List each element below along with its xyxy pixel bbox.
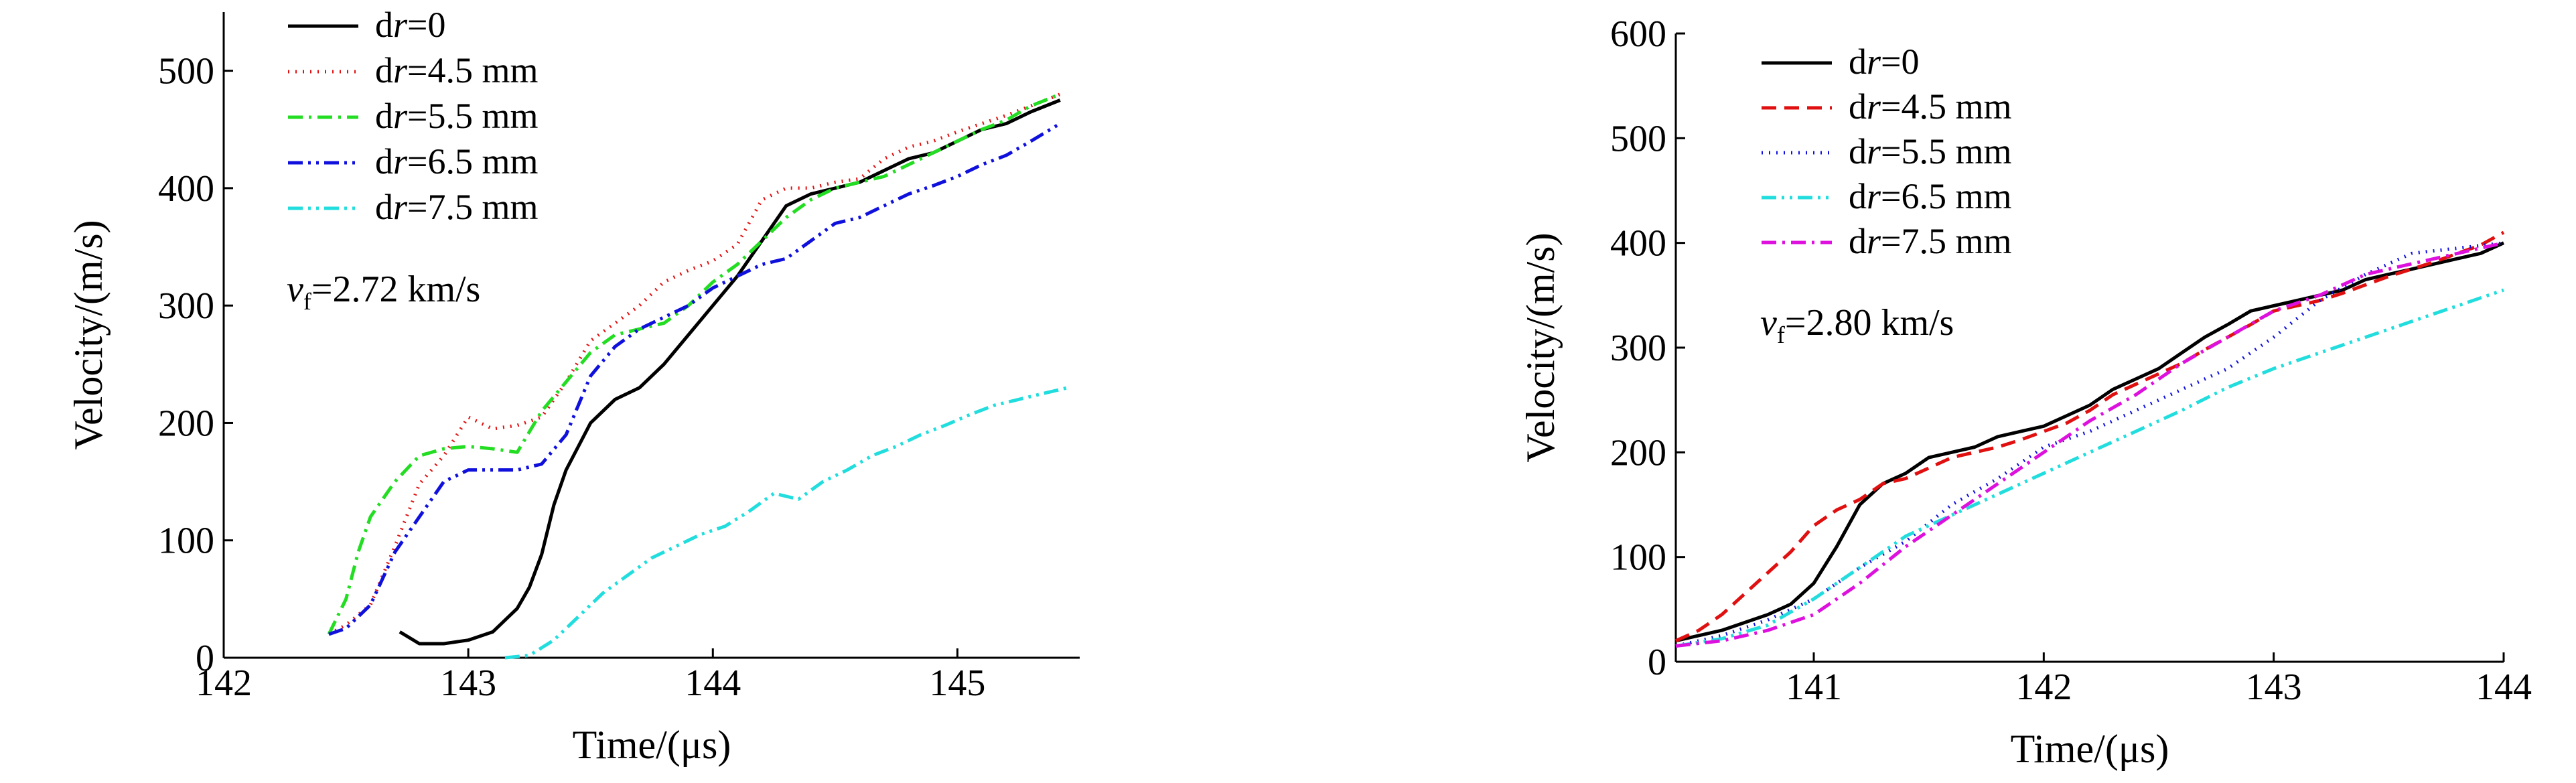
chart2-group: 0 100 200 300 400 500 600 141 142 143 144 Time/(μs)… [1518, 13, 2532, 771]
chart1-legend-label-4: dr=6.5 mm [375, 141, 538, 182]
chart2-y-tick-label: 0 [1648, 642, 1666, 683]
chart1-x-tick-label: 142 [196, 662, 252, 704]
chart1-series-5-line [504, 386, 1068, 660]
chart1-legend-label-2-var: r [393, 50, 408, 90]
chart2-legend-label-4-var: r [1867, 176, 1881, 216]
chart1-legend-label-5-rest: =7.5 mm [407, 187, 538, 227]
chart1-y-axis-title: Velocity/(m/s) [66, 220, 111, 449]
chart2-legend-label-4-rest: =6.5 mm [1881, 176, 2011, 216]
chart2-legend-label-3: dr=5.5 mm [1849, 131, 2011, 171]
chart1-legend-label-3-var: r [393, 96, 408, 136]
chart1-legend-label-2-d: d [375, 50, 393, 90]
chart2-legend-label-5-d: d [1849, 221, 1867, 261]
chart2-y-tick-label: 400 [1610, 223, 1666, 265]
chart2-y-axis-title: Velocity/(m/s) [1518, 232, 1563, 462]
chart2-y-tick-label: 600 [1610, 13, 1666, 55]
chart1-legend-label-1-d: d [375, 5, 393, 45]
chart1-series-3-line [327, 92, 1061, 635]
chart1-velocity-annotation: vf=2.72 km/s [287, 269, 480, 315]
chart1-x-tick-label: 145 [929, 662, 985, 704]
chart2-legend-label-4: dr=6.5 mm [1849, 176, 2011, 216]
chart1-annotation-subscript: f [303, 288, 311, 315]
chart2-legend-label-1-var: r [1867, 42, 1881, 82]
chart2-legend-label-2: dr=4.5 mm [1849, 86, 2011, 127]
chart1-legend-label-3: dr=5.5 mm [375, 96, 538, 136]
chart1-legend-label-1: dr=0 [375, 5, 445, 45]
chart2-legend-label-1-rest: =0 [1881, 42, 1919, 82]
chart2-legend-label-3-var: r [1867, 131, 1881, 171]
chart2-series-1-line [1675, 241, 2505, 643]
chart1-series-1-line [399, 98, 1061, 646]
chart2-legend-label-4-d: d [1849, 176, 1867, 216]
chart2-x-tick-label: 142 [2015, 666, 2072, 708]
chart2-series-4-line [1675, 288, 2504, 648]
chart2-annotation-value: =2.80 km/s [1785, 302, 1954, 344]
chart2-y-tick-label: 500 [1610, 118, 1666, 159]
chart1-y-tick-label: 400 [158, 168, 214, 210]
chart1-legend-label-4-var: r [393, 141, 408, 182]
chart2-legend-label-5-rest: =7.5 mm [1881, 221, 2011, 261]
chart2-y-tick-label: 300 [1610, 328, 1666, 369]
chart2-series-5-line [1675, 241, 2504, 648]
chart2-x-axis-title: Time/(μs) [2011, 727, 2169, 771]
chart1-legend-label-4-rest: =6.5 mm [407, 141, 538, 182]
chart1-legend-label-5-var: r [393, 187, 408, 227]
chart2-legend-label-3-d: d [1849, 131, 1867, 171]
chart2-legend-label-2-var: r [1867, 86, 1881, 127]
chart2-legend-label-3-rest: =5.5 mm [1881, 131, 2011, 171]
chart2-x-tick-label: 141 [1786, 666, 1842, 708]
chart2-velocity-annotation: vf=2.80 km/s [1760, 302, 1954, 348]
chart1-x-axis-title: Time/(μs) [573, 723, 731, 767]
chart2-series-2-line [1674, 230, 2505, 642]
chart1-annotation-symbol: v [287, 269, 303, 310]
chart1-y-tick-label: 500 [158, 51, 214, 92]
chart2-legend-label-1: dr=0 [1849, 42, 1919, 82]
chart1-series-4-line [328, 122, 1062, 636]
chart1-legend-label-1-var: r [393, 5, 408, 45]
chart1-group: 0 100 200 300 400 500 142 143 144 145 Time/(μs) Vel… [66, 5, 1080, 767]
chart2-legend-label-1-d: d [1849, 42, 1867, 82]
chart1-legend-label-5: dr=7.5 mm [375, 187, 538, 227]
chart2-legend-label-2-d: d [1849, 86, 1867, 127]
chart2-annotation-symbol: v [1760, 302, 1777, 344]
chart1-y-tick-label: 0 [196, 638, 214, 679]
chart2-legend-label-5-var: r [1867, 221, 1881, 261]
chart2-y-tick-label: 100 [1610, 537, 1666, 579]
chart1-legend-label-3-d: d [375, 96, 393, 136]
chart1-y-tick-label: 200 [158, 403, 214, 444]
chart2-legend-label-2-rest: =4.5 mm [1881, 86, 2011, 127]
chart1-legend-label-3-rest: =5.5 mm [407, 96, 538, 136]
chart1-legend-label-5-d: d [375, 187, 393, 227]
chart1-legend-label-2: dr=4.5 mm [375, 50, 538, 90]
chart2-legend-label-5: dr=7.5 mm [1849, 221, 2011, 261]
chart1-y-tick-label: 100 [158, 520, 214, 562]
chart1-annotation-value: =2.72 km/s [311, 269, 481, 310]
chart1-y-tick-label: 300 [158, 285, 214, 327]
chart2-x-tick-label: 143 [2246, 666, 2302, 708]
chart2-y-tick-label: 200 [1610, 432, 1666, 474]
chart1-x-tick-label: 143 [440, 662, 496, 704]
chart2-annotation-subscript: f [1777, 322, 1785, 348]
chart1-legend-label-1-rest: =0 [407, 5, 445, 45]
chart1-x-tick-label: 144 [685, 662, 741, 704]
chart1-legend-label-2-rest: =4.5 mm [407, 50, 538, 90]
chart2-x-tick-label: 144 [2476, 666, 2532, 708]
chart1-legend-label-4-d: d [375, 141, 393, 182]
